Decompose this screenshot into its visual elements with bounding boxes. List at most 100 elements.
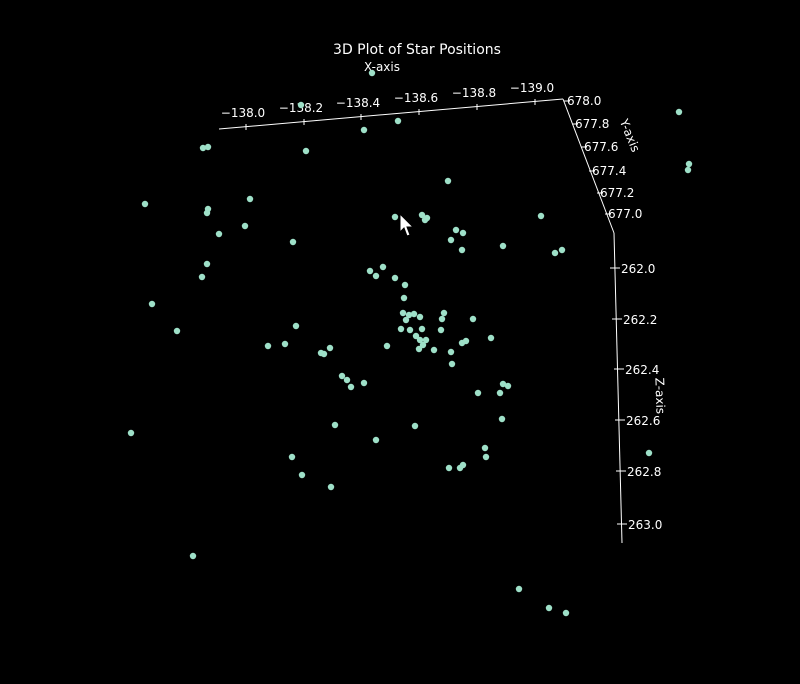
star-point [246,195,254,203]
star-point [675,108,683,116]
star-point [645,449,653,457]
star-point [410,310,418,318]
star-point [459,461,467,469]
x-tick-label: −138.4 [336,96,380,110]
star-point [338,372,346,380]
y-tick-label: 677.8 [575,117,609,131]
star-point [203,260,211,268]
y-tick-label: 678.0 [567,94,601,108]
star-point [418,211,426,219]
star-point [469,315,477,323]
x-tick-label: −138.0 [221,106,265,120]
star-point [452,226,460,234]
star-point [515,585,523,593]
star-point [288,453,296,461]
star-point [406,326,414,334]
star-point [415,345,423,353]
data-points [127,69,693,617]
y-tick-label: 677.6 [584,140,618,154]
star-point [366,267,374,275]
star-point [199,144,207,152]
star-point [499,380,507,388]
star-point [326,344,334,352]
star-point [416,313,424,321]
z-tick-label: 262.0 [621,262,655,276]
star-point [203,209,211,217]
star-point [474,389,482,397]
z-tick-label: 262.6 [626,414,660,428]
star-point [391,274,399,282]
x-tick-label: −138.6 [394,91,438,105]
star-point [198,273,206,281]
star-point [148,300,156,308]
star-point [215,230,223,238]
star-point [496,389,504,397]
star-point [331,421,339,429]
star-point [372,436,380,444]
star-point [397,325,405,333]
chart-title: 3D Plot of Star Positions [333,42,501,58]
star-point [487,334,495,342]
star-point [504,382,512,390]
star-point [537,212,545,220]
star-point [360,126,368,134]
star-point [458,246,466,254]
z-tick-label: 262.2 [623,313,657,327]
z-tick-label: 262.8 [627,465,661,479]
star-point [440,309,448,317]
star-point [402,316,410,324]
star-point [394,117,402,125]
star-point [372,272,380,280]
y-axis: 678.0 677.8 677.6 677.4 677.2 677.0 Y-axis [562,94,643,234]
star-point [360,379,368,387]
star-point [327,483,335,491]
y-tick-label: 677.2 [600,186,634,200]
star-point [430,346,438,354]
star-point [418,325,426,333]
star-point [391,213,399,221]
star-point [684,166,692,174]
star-point [298,471,306,479]
star-point [419,341,427,349]
star-point [498,415,506,423]
star-point [292,322,300,330]
star-point [173,327,181,335]
star-point [281,340,289,348]
star-point [422,336,430,344]
star-point [685,160,693,168]
z-axis-line [613,232,623,544]
star-point [462,337,470,345]
star-point [445,464,453,472]
x-axis: −138.0−138.2−138.4−138.6−138.8−139.0 X-a… [218,60,564,130]
star-point [448,360,456,368]
z-axis: 262.0 262.2 262.4 262.6 262.8 263.0 Z-axis [610,232,668,544]
star-point [401,281,409,289]
star-point [551,249,559,257]
star-point [302,147,310,155]
star-point [459,229,467,237]
star-point [399,309,407,317]
star-point [412,332,420,340]
star-point [189,552,197,560]
star-point [437,326,445,334]
z-tick-label: 262.4 [625,363,659,377]
star-point [368,69,376,77]
z-tick-label: 263.0 [628,518,662,532]
star-point [421,216,429,224]
y-tick-label: 677.0 [608,207,642,221]
star-point [141,200,149,208]
star-point [482,453,490,461]
star-point [416,336,424,344]
x-tick-label: −138.8 [452,86,496,100]
star-point [343,376,351,384]
x-axis-line [218,98,564,130]
star-point [499,242,507,250]
star-point [558,246,566,254]
star-point [405,311,413,319]
star-point [289,238,297,246]
star-point [127,429,135,437]
star-point [241,222,249,230]
star-point [411,422,419,430]
y-axis-line [562,98,615,234]
